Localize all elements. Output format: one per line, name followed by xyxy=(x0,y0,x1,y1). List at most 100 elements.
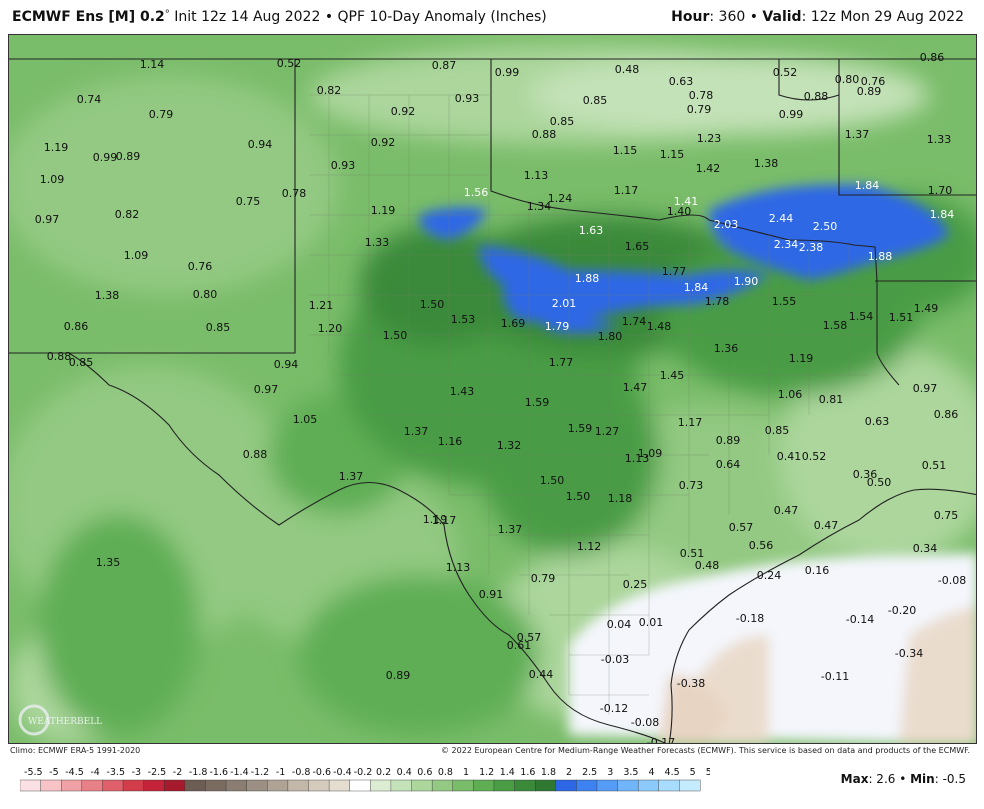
map-value-label: 1.37 xyxy=(404,425,429,438)
map-value-label: 1.24 xyxy=(548,192,573,205)
legend-tick-label: -2 xyxy=(173,767,182,778)
map-value-label: 1.54 xyxy=(849,310,874,323)
map-value-label: 1.33 xyxy=(365,236,390,249)
legend-swatch xyxy=(267,779,289,792)
boundary-lines xyxy=(9,58,976,743)
near-zero-shading xyxy=(569,553,976,743)
legend-tick-label: -1.4 xyxy=(230,767,249,778)
map-value-label: 1.34 xyxy=(527,200,552,213)
map-value-label: 0.44 xyxy=(529,668,554,681)
map-value-label: 0.87 xyxy=(432,59,457,72)
legend-swatch xyxy=(617,779,639,792)
map-value-label: 1.06 xyxy=(778,388,803,401)
map-value-label: 0.61 xyxy=(507,639,532,652)
max-value: : 2.6 • xyxy=(868,772,911,786)
legend-swatch xyxy=(246,779,268,792)
map-title: ECMWF Ens [M] 0.2° Init 12z 14 Aug 2022 … xyxy=(12,9,547,25)
legend-tick-label: 3 xyxy=(607,767,613,778)
min-value: : -0.5 xyxy=(934,772,966,786)
map-value-label: 1.55 xyxy=(772,295,797,308)
map-value-label: 1.49 xyxy=(914,302,939,315)
map-value-label: 0.88 xyxy=(532,128,557,141)
map-value-label: 2.03 xyxy=(714,218,739,231)
map-value-label: 1.48 xyxy=(647,320,672,333)
map-value-label: 1.50 xyxy=(383,329,408,342)
legend-tick-label: 2.5 xyxy=(582,767,597,778)
map-value-label: 0.97 xyxy=(913,382,938,395)
map-value-label: 1.19 xyxy=(371,204,396,217)
legend-swatch xyxy=(658,779,680,792)
map-value-label: 1.79 xyxy=(545,320,570,333)
map-value-label: 0.88 xyxy=(243,448,268,461)
map-value-label: 0.85 xyxy=(550,115,575,128)
legend-swatch xyxy=(555,779,577,792)
init-and-product: Init 12z 14 Aug 2022 • QPF 10-Day Anomal… xyxy=(169,9,547,25)
map-value-label: 0.79 xyxy=(149,108,174,121)
legend-tick-label: 4.5 xyxy=(665,767,680,778)
map-value-label: 1.80 xyxy=(598,330,623,343)
legend-tick-label: 1.6 xyxy=(520,767,535,778)
legend-tick-label: -5.5 xyxy=(24,767,43,778)
legend-tick-label: -4 xyxy=(90,767,99,778)
map-value-label: 2.01 xyxy=(552,297,577,310)
map-value-label: 1.38 xyxy=(754,157,779,170)
map-value-label: 0.41 xyxy=(777,450,802,463)
map-value-label: 0.92 xyxy=(371,136,396,149)
map-value-label: 2.34 xyxy=(774,238,799,251)
map-value-label: 1.50 xyxy=(540,474,565,487)
map-value-label: 1.09 xyxy=(40,173,65,186)
map-value-label: 1.27 xyxy=(595,425,620,438)
valid-label: Valid xyxy=(762,9,802,25)
legend-swatch xyxy=(514,779,536,792)
legend-tick-label: 1 xyxy=(463,767,469,778)
legend-swatches xyxy=(19,779,701,792)
map-value-label: 0.86 xyxy=(64,320,89,333)
map-value-label: 0.82 xyxy=(115,208,140,221)
map-value-label: 0.85 xyxy=(206,321,231,334)
legend-tick-label: -2.5 xyxy=(148,767,167,778)
legend-tick-label: -0.8 xyxy=(292,767,311,778)
logo-text: WEATHERBELL xyxy=(28,717,102,727)
map-value-label: 1.58 xyxy=(823,319,848,332)
map-value-label: -0.11 xyxy=(821,670,849,683)
map-value-label: 1.74 xyxy=(622,315,647,328)
county-lines xyxy=(309,94,869,715)
map-value-label: 1.50 xyxy=(566,490,591,503)
legend-swatch xyxy=(61,779,83,792)
map-value-label: 1.77 xyxy=(662,265,687,278)
map-value-label: 1.84 xyxy=(930,208,955,221)
model-name: ECMWF Ens [M] 0.2 xyxy=(12,9,165,25)
header: ECMWF Ens [M] 0.2° Init 12z 14 Aug 2022 … xyxy=(0,0,984,34)
legend-tick-label: 4 xyxy=(648,767,654,778)
map-value-label: 0.73 xyxy=(679,479,704,492)
map-value-label: 0.76 xyxy=(861,75,886,88)
map-value-label: 0.99 xyxy=(93,151,118,164)
legend-tick-label: -1 xyxy=(276,767,285,778)
color-legend: -5.5 -5 -4.5 -4 -3.5 -3 -2.5 -2 -1.8 -1.6 -1.4 -1.2… xyxy=(19,765,721,805)
legend-swatch xyxy=(679,779,701,792)
qpf-anomaly-map[interactable]: 0.52 0.87 0.99 0.48 0.52 0.86 1.14 0.74 0.79 0.82… xyxy=(8,34,977,744)
map-value-label: 1.09 xyxy=(124,249,149,262)
map-value-label: 0.80 xyxy=(835,73,860,86)
map-svg: 0.52 0.87 0.99 0.48 0.52 0.86 1.14 0.74 0.79 0.82… xyxy=(9,35,976,743)
map-value-label: 1.05 xyxy=(293,413,318,426)
map-value-label: 0.85 xyxy=(765,424,790,437)
map-value-label: 0.48 xyxy=(615,63,640,76)
map-value-label: 0.89 xyxy=(386,669,411,682)
map-value-label: 1.37 xyxy=(845,128,870,141)
map-value-label: 1.59 xyxy=(568,422,593,435)
map-value-label: 0.81 xyxy=(819,393,844,406)
map-value-label: 0.89 xyxy=(857,85,882,98)
valid-value: : 12z Mon 29 Aug 2022 xyxy=(801,9,964,25)
map-value-label: 1.36 xyxy=(714,342,739,355)
copyright-note: © 2022 European Centre for Medium-Range … xyxy=(441,746,970,755)
map-value-label: 1.18 xyxy=(608,492,633,505)
legend-tick-label: -1.2 xyxy=(251,767,270,778)
map-value-label: 0.85 xyxy=(69,356,94,369)
map-value-label: 2.44 xyxy=(769,212,794,225)
legend-swatch xyxy=(81,779,103,792)
map-value-label: -0.18 xyxy=(736,612,764,625)
map-value-label: 0.63 xyxy=(865,415,890,428)
map-value-label: 1.65 xyxy=(625,240,650,253)
legend-tick-label: -3.5 xyxy=(106,767,125,778)
